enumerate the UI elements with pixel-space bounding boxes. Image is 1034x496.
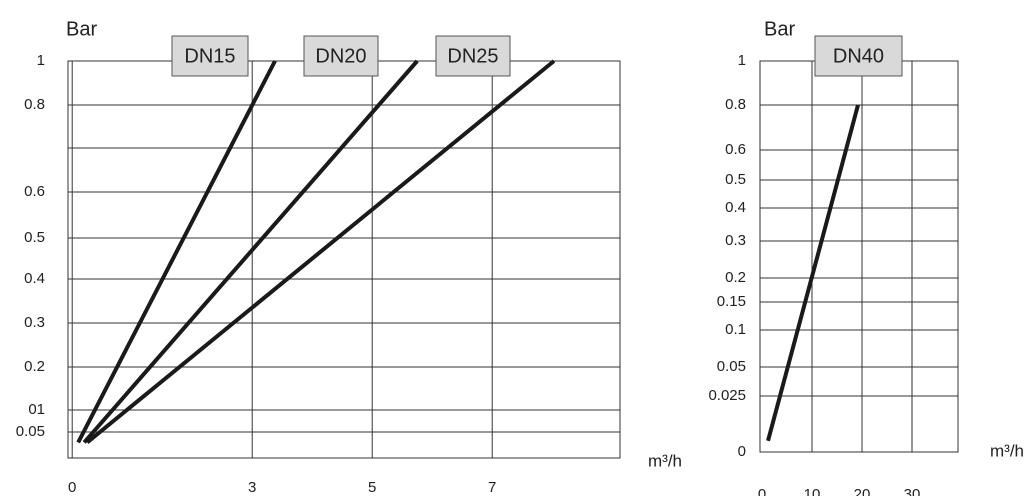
legend-label: DN40: [833, 45, 884, 67]
x-tick-label: 7: [488, 479, 496, 496]
y-tick-label: 0.05: [16, 423, 45, 440]
legend-label: DN20: [315, 45, 366, 67]
legend-box: [435, 35, 511, 77]
y-tick-label: 0.4: [24, 270, 45, 287]
y-tick-label: 0.5: [24, 229, 45, 246]
y-tick-label: 0.05: [717, 358, 746, 375]
data-line: [766, 104, 860, 442]
y-tick-label: 0.3: [725, 232, 746, 249]
y-tick-label: 0.3: [24, 314, 45, 331]
y-tick-label: 0.4: [725, 199, 746, 216]
legend-label: DN25: [447, 45, 498, 67]
y-tick-label: 0.1: [725, 321, 746, 338]
y-tick-label: 1: [37, 52, 45, 69]
x-tick-label: 5: [368, 479, 376, 496]
x-tick-label: 3: [248, 479, 256, 496]
legend-box: [171, 35, 249, 77]
y-axis-label: Bar: [66, 18, 97, 40]
y-tick-label: 0: [738, 443, 746, 460]
data-line: [82, 59, 419, 444]
y-tick-label: 0.6: [24, 183, 45, 200]
plot-frame: [67, 60, 621, 459]
data-line: [85, 59, 556, 444]
legend-label: DN15: [184, 45, 235, 67]
x-tick-label: 30: [904, 486, 921, 496]
y-tick-label: 0.8: [725, 96, 746, 113]
y-axis-label: Bar: [764, 18, 795, 40]
x-axis-label: m³/h: [648, 451, 682, 470]
y-tick-label: 1: [738, 52, 746, 69]
y-tick-label: 0.8: [24, 96, 45, 113]
y-tick-label: 0.2: [725, 269, 746, 286]
legend-box: [303, 35, 379, 77]
y-tick-label: 0.025: [708, 387, 746, 404]
x-tick-label: 0: [68, 479, 76, 496]
y-tick-label: 0.15: [717, 293, 746, 310]
y-tick-label: 0.5: [725, 171, 746, 188]
data-line: [76, 60, 277, 444]
x-axis-label: m³/h: [990, 441, 1024, 460]
x-tick-label: 10: [804, 486, 821, 496]
y-tick-label: 0.2: [24, 358, 45, 375]
legend-box: [814, 35, 903, 77]
x-tick-label: 0: [758, 486, 766, 496]
y-tick-label: 0.6: [725, 141, 746, 158]
y-tick-label: 01: [28, 401, 45, 418]
x-tick-label: 20: [854, 486, 871, 496]
plot-frame: [759, 60, 959, 453]
